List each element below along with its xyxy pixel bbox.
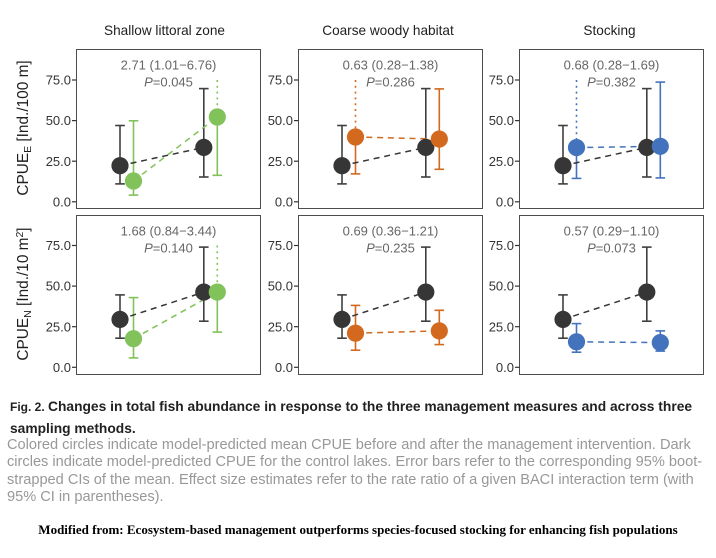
svg-text:50.0: 50.0: [268, 279, 293, 294]
svg-text:0.57 (0.29−1.10): 0.57 (0.29−1.10): [564, 224, 660, 239]
svg-text:25.0: 25.0: [268, 319, 293, 334]
svg-text:25.0: 25.0: [46, 154, 71, 169]
svg-text:P=0.286: P=0.286: [366, 75, 415, 90]
svg-text:75.0: 75.0: [46, 238, 71, 253]
svg-text:0.0: 0.0: [496, 194, 514, 209]
svg-text:75.0: 75.0: [268, 238, 293, 253]
svg-text:75.0: 75.0: [489, 73, 514, 88]
svg-text:75.0: 75.0: [268, 73, 293, 88]
svg-text:P=0.073: P=0.073: [587, 241, 636, 256]
svg-text:50.0: 50.0: [268, 113, 293, 128]
svg-text:P=0.045: P=0.045: [144, 75, 193, 90]
svg-text:Shallow littoral zone: Shallow littoral zone: [104, 23, 225, 38]
svg-text:25.0: 25.0: [489, 319, 514, 334]
svg-text:0.0: 0.0: [496, 360, 514, 375]
svg-text:25.0: 25.0: [46, 319, 71, 334]
svg-text:0.68 (0.28−1.69): 0.68 (0.28−1.69): [564, 58, 660, 73]
svg-text:0.0: 0.0: [275, 194, 293, 209]
svg-text:25.0: 25.0: [268, 154, 293, 169]
svg-text:0.69 (0.36−1.21): 0.69 (0.36−1.21): [343, 224, 439, 239]
svg-text:50.0: 50.0: [46, 279, 71, 294]
svg-text:1.68 (0.84−3.44): 1.68 (0.84−3.44): [121, 224, 217, 239]
svg-text:P=0.382: P=0.382: [587, 75, 636, 90]
svg-text:CPUEE [Ind./100 m]: CPUEE [Ind./100 m]: [15, 60, 34, 195]
svg-text:0.63 (0.28−1.38): 0.63 (0.28−1.38): [343, 58, 439, 73]
svg-text:25.0: 25.0: [489, 154, 514, 169]
svg-text:P=0.235: P=0.235: [366, 241, 415, 256]
svg-text:75.0: 75.0: [489, 238, 514, 253]
svg-text:0.0: 0.0: [275, 360, 293, 375]
svg-text:P=0.140: P=0.140: [144, 241, 193, 256]
svg-text:Coarse woody habitat: Coarse woody habitat: [322, 23, 454, 38]
svg-text:0.0: 0.0: [53, 360, 71, 375]
svg-text:0.0: 0.0: [53, 194, 71, 209]
svg-text:75.0: 75.0: [46, 73, 71, 88]
svg-text:50.0: 50.0: [489, 279, 514, 294]
svg-text:Stocking: Stocking: [583, 23, 635, 38]
svg-text:50.0: 50.0: [46, 113, 71, 128]
svg-text:2.71 (1.01−6.76): 2.71 (1.01−6.76): [121, 58, 217, 73]
svg-text:50.0: 50.0: [489, 113, 514, 128]
svg-text:CPUEN [Ind./10 m2]: CPUEN [Ind./10 m2]: [14, 227, 34, 360]
